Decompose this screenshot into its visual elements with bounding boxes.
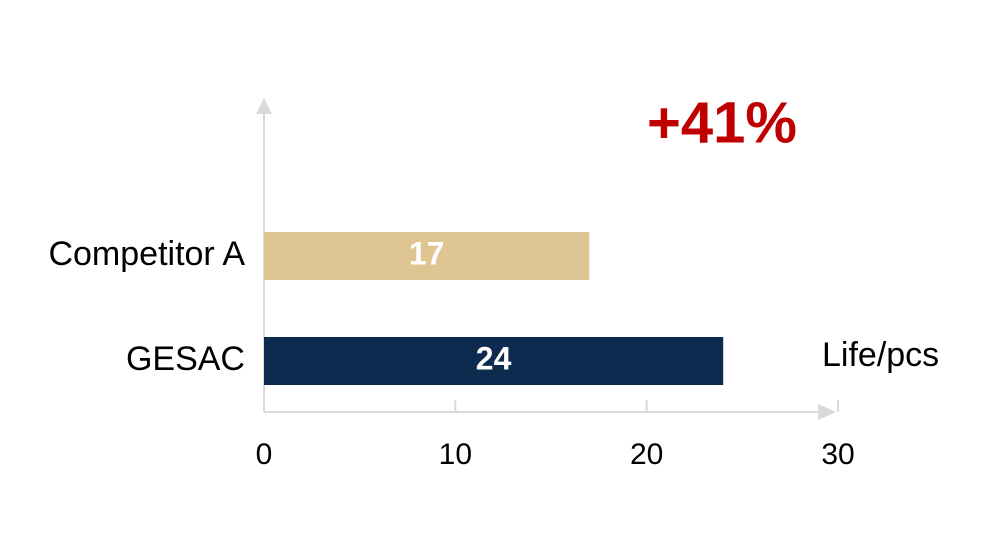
x-tick-label: 30: [821, 438, 854, 471]
bar: [264, 232, 590, 280]
x-tick-label: 0: [256, 438, 273, 471]
y-tick-label: GESAC: [126, 340, 245, 378]
x-axis-arrow: [818, 404, 836, 420]
data-label: 24: [476, 340, 512, 376]
x-tick-label: 10: [439, 438, 472, 471]
y-tick-label: Competitor A: [48, 235, 245, 273]
x-axis-label: Life/pcs: [822, 336, 939, 374]
data-label: 17: [409, 235, 445, 271]
bar: [264, 337, 724, 385]
x-tick-label: 20: [630, 438, 663, 471]
y-axis-arrow: [256, 98, 272, 114]
annotation: +41%: [647, 90, 797, 155]
